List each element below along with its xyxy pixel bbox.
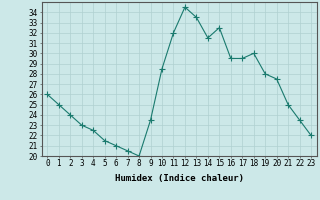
- X-axis label: Humidex (Indice chaleur): Humidex (Indice chaleur): [115, 174, 244, 183]
